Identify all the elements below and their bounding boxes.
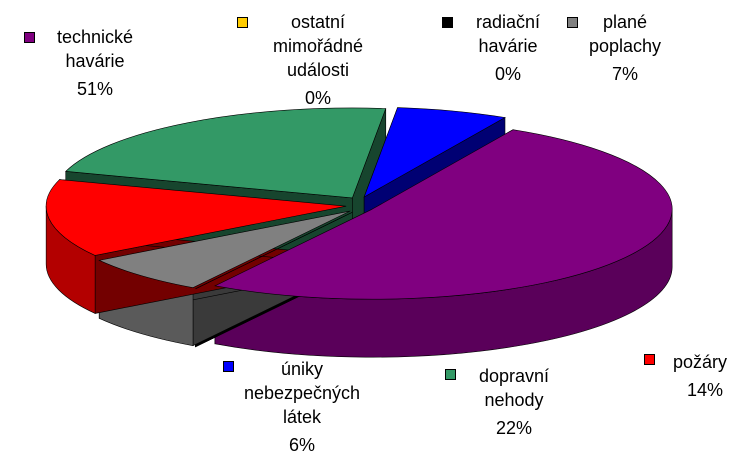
data-label: radiační havárie (475, 12, 541, 56)
data-label: ostatní mimořádné události (272, 12, 364, 80)
value-label: 51% (76, 79, 114, 99)
value-label: 14% (686, 380, 724, 400)
value-label: 0% (304, 88, 332, 108)
slice (45, 179, 347, 256)
legend-marker (445, 369, 456, 380)
slice (214, 129, 673, 300)
data-label: úniky nebezpečných látek (243, 359, 361, 427)
value-label: 7% (611, 64, 639, 84)
data-label: plané poplachy (588, 12, 662, 56)
slice (65, 107, 387, 199)
data-label: technické havárie (56, 27, 134, 71)
slice (98, 210, 351, 288)
value-label: 6% (288, 435, 316, 454)
legend-marker (24, 32, 35, 43)
slice (363, 107, 506, 198)
value-label: 22% (495, 418, 533, 438)
value-label: 0% (494, 64, 522, 84)
legend-marker (644, 354, 655, 365)
legend-marker (237, 17, 248, 28)
legend-marker (442, 17, 453, 28)
data-label: požáry (672, 352, 728, 372)
legend-marker (567, 17, 578, 28)
legend-marker (223, 361, 234, 372)
data-label: dopravní nehody (478, 366, 550, 410)
